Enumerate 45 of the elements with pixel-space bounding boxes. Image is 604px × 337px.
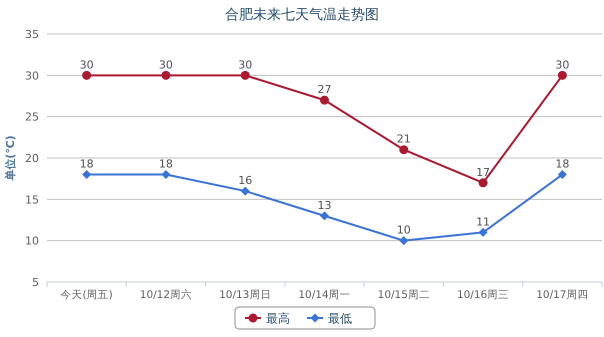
legend-label: 最高 (266, 312, 290, 326)
x-tick-label: 10/14周一 (298, 289, 351, 301)
data-label: 27 (318, 83, 332, 96)
y-tick-label: 15 (25, 193, 39, 206)
y-tick-label: 35 (25, 28, 39, 41)
point (82, 170, 92, 180)
data-label: 17 (476, 166, 490, 179)
y-tick-label: 5 (32, 276, 39, 289)
data-label: 30 (555, 58, 570, 72)
point (240, 70, 250, 80)
data-label: 13 (318, 198, 332, 212)
point (478, 228, 488, 237)
point (82, 70, 92, 80)
y-axis-title: 单位(℃) (4, 135, 17, 182)
data-label: 21 (396, 132, 411, 146)
data-label: 16 (238, 174, 252, 188)
x-tick-label: 10/17周四 (536, 289, 588, 301)
data-label: 11 (476, 215, 490, 228)
chart-title: 合肥未来七天气温走势图 (225, 7, 379, 23)
data-label: 18 (555, 158, 570, 171)
point (399, 236, 408, 246)
point (558, 170, 567, 180)
point (161, 70, 170, 80)
data-label: 18 (158, 158, 173, 171)
data-label: 18 (80, 158, 94, 171)
data-label: 30 (158, 58, 173, 72)
x-tick-label: 10/16周三 (456, 289, 510, 301)
x-tick-label: 今天(周五) (60, 289, 113, 301)
y-tick-label: 10 (25, 234, 39, 248)
point (320, 211, 329, 220)
point (478, 178, 488, 188)
x-tick-label: 10/13周日 (219, 289, 272, 301)
point (320, 96, 329, 105)
y-tick-label: 25 (25, 110, 39, 124)
y-tick-label: 30 (25, 69, 39, 82)
point (558, 70, 567, 80)
legend-label: 最低 (328, 312, 352, 326)
data-label: 30 (80, 58, 94, 72)
point (399, 145, 408, 154)
data-label: 10 (396, 224, 411, 237)
y-tick-label: 20 (25, 152, 39, 165)
point (240, 186, 250, 196)
x-tick-label: 10/15周二 (378, 289, 430, 301)
data-label: 30 (238, 58, 252, 72)
x-tick-label: 10/12周六 (140, 288, 192, 301)
